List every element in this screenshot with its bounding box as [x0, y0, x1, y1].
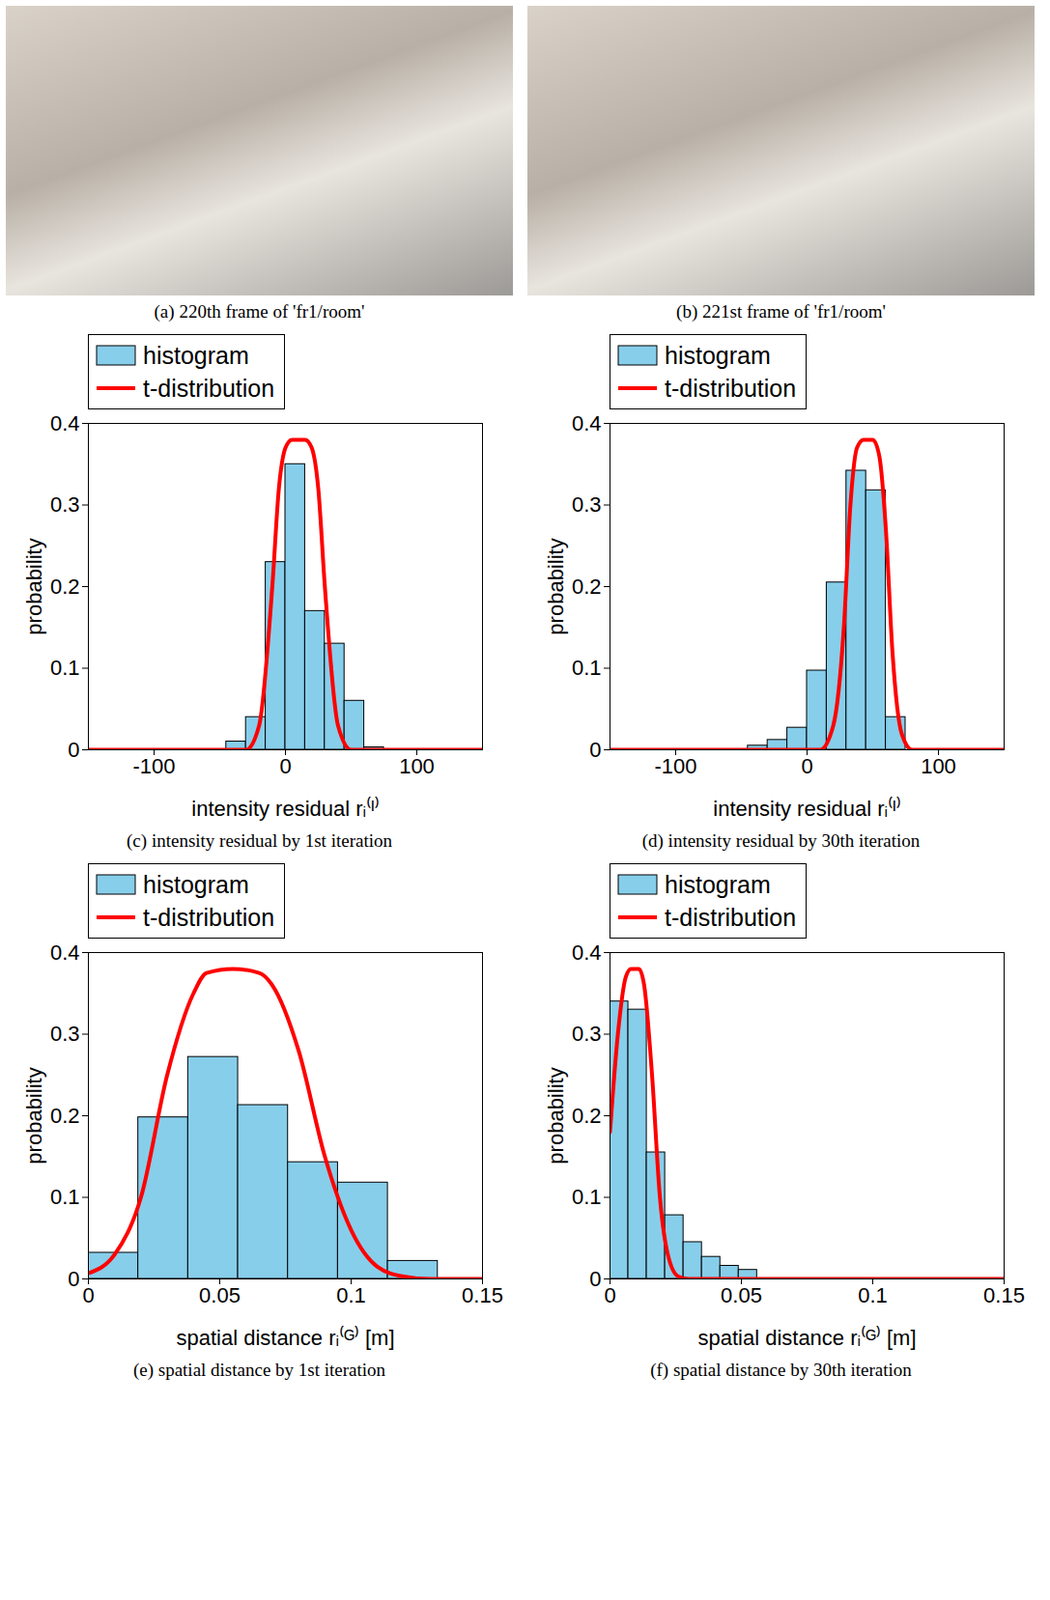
- svg-text:0.4: 0.4: [50, 411, 81, 436]
- svg-text:-100: -100: [653, 754, 697, 779]
- svg-text:intensity residual rᵢ⁽ᴵ⁾: intensity residual rᵢ⁽ᴵ⁾: [712, 796, 901, 822]
- svg-text:0.2: 0.2: [571, 574, 602, 599]
- svg-text:0.1: 0.1: [50, 1185, 81, 1210]
- svg-text:0.1: 0.1: [571, 1185, 602, 1210]
- svg-text:0.15: 0.15: [461, 1283, 504, 1308]
- html-text:histogram: histogram: [142, 871, 250, 899]
- svg-text:100: 100: [920, 754, 957, 779]
- svg-text:100: 100: [398, 754, 435, 779]
- svg-text:0.2: 0.2: [571, 1104, 602, 1129]
- svg-text:0.3: 0.3: [571, 492, 602, 517]
- svg-text:0: 0: [279, 754, 291, 779]
- svg-text:0.05: 0.05: [720, 1283, 763, 1308]
- svg-text:0: 0: [603, 1283, 616, 1308]
- svg-text:0: 0: [82, 1283, 94, 1308]
- html-text:histogram: histogram: [664, 341, 771, 369]
- svg-text:0: 0: [800, 754, 813, 779]
- html-text:t-distribution: t-distribution: [142, 374, 275, 402]
- svg-text:0.05: 0.05: [198, 1283, 241, 1308]
- html-text:(e) spatial distance by 1st it: (e) spatial distance by 1st iteration: [133, 1360, 386, 1381]
- html-text:histogram: histogram: [142, 341, 250, 369]
- html-text:(a) 220th frame of 'fr1/room': (a) 220th frame of 'fr1/room': [154, 301, 365, 322]
- svg-text:probability: probability: [543, 1067, 568, 1164]
- svg-text:0.1: 0.1: [857, 1283, 888, 1308]
- html-text:(d) intensity residual by 30th: (d) intensity residual by 30th iteration: [642, 830, 920, 852]
- svg-text:probability: probability: [543, 538, 568, 635]
- svg-text:0.3: 0.3: [50, 492, 81, 517]
- svg-text:0: 0: [589, 1267, 601, 1292]
- svg-text:0.3: 0.3: [571, 1021, 602, 1047]
- svg-text:0.2: 0.2: [50, 1104, 81, 1129]
- svg-text:0: 0: [67, 1267, 80, 1292]
- svg-text:probability: probability: [22, 1067, 47, 1164]
- html-text:histogram: histogram: [664, 871, 771, 899]
- svg-text:spatial distance rᵢ⁽ᴳ⁾ [m]: spatial distance rᵢ⁽ᴳ⁾ [m]: [697, 1326, 916, 1351]
- html-text:t-distribution: t-distribution: [664, 904, 797, 932]
- svg-text:-100: -100: [132, 754, 175, 779]
- svg-text:0.4: 0.4: [50, 940, 81, 965]
- svg-text:0: 0: [67, 737, 80, 763]
- html-text:(c) intensity residual by 1st: (c) intensity residual by 1st iteration: [126, 830, 393, 852]
- svg-text:0.3: 0.3: [50, 1021, 81, 1047]
- svg-text:0.1: 0.1: [336, 1283, 367, 1308]
- svg-text:0.15: 0.15: [983, 1283, 1025, 1308]
- svg-text:0.4: 0.4: [571, 940, 602, 965]
- svg-text:0: 0: [589, 737, 601, 763]
- html-text:t-distribution: t-distribution: [664, 374, 797, 402]
- html-text:(f) spatial distance by 30th i: (f) spatial distance by 30th iteration: [650, 1360, 912, 1381]
- svg-text:0.2: 0.2: [50, 574, 81, 599]
- html-text:(b) 221st frame of 'fr1/room': (b) 221st frame of 'fr1/room': [676, 301, 886, 322]
- html-text:t-distribution: t-distribution: [142, 904, 275, 932]
- svg-text:0.4: 0.4: [571, 411, 602, 436]
- svg-text:0.1: 0.1: [571, 655, 602, 681]
- svg-text:spatial distance rᵢ⁽ᴳ⁾ [m]: spatial distance rᵢ⁽ᴳ⁾ [m]: [175, 1326, 395, 1351]
- svg-text:intensity residual rᵢ⁽ᴵ⁾: intensity residual rᵢ⁽ᴵ⁾: [191, 796, 379, 822]
- svg-text:0.1: 0.1: [50, 655, 81, 681]
- svg-text:probability: probability: [22, 538, 47, 635]
